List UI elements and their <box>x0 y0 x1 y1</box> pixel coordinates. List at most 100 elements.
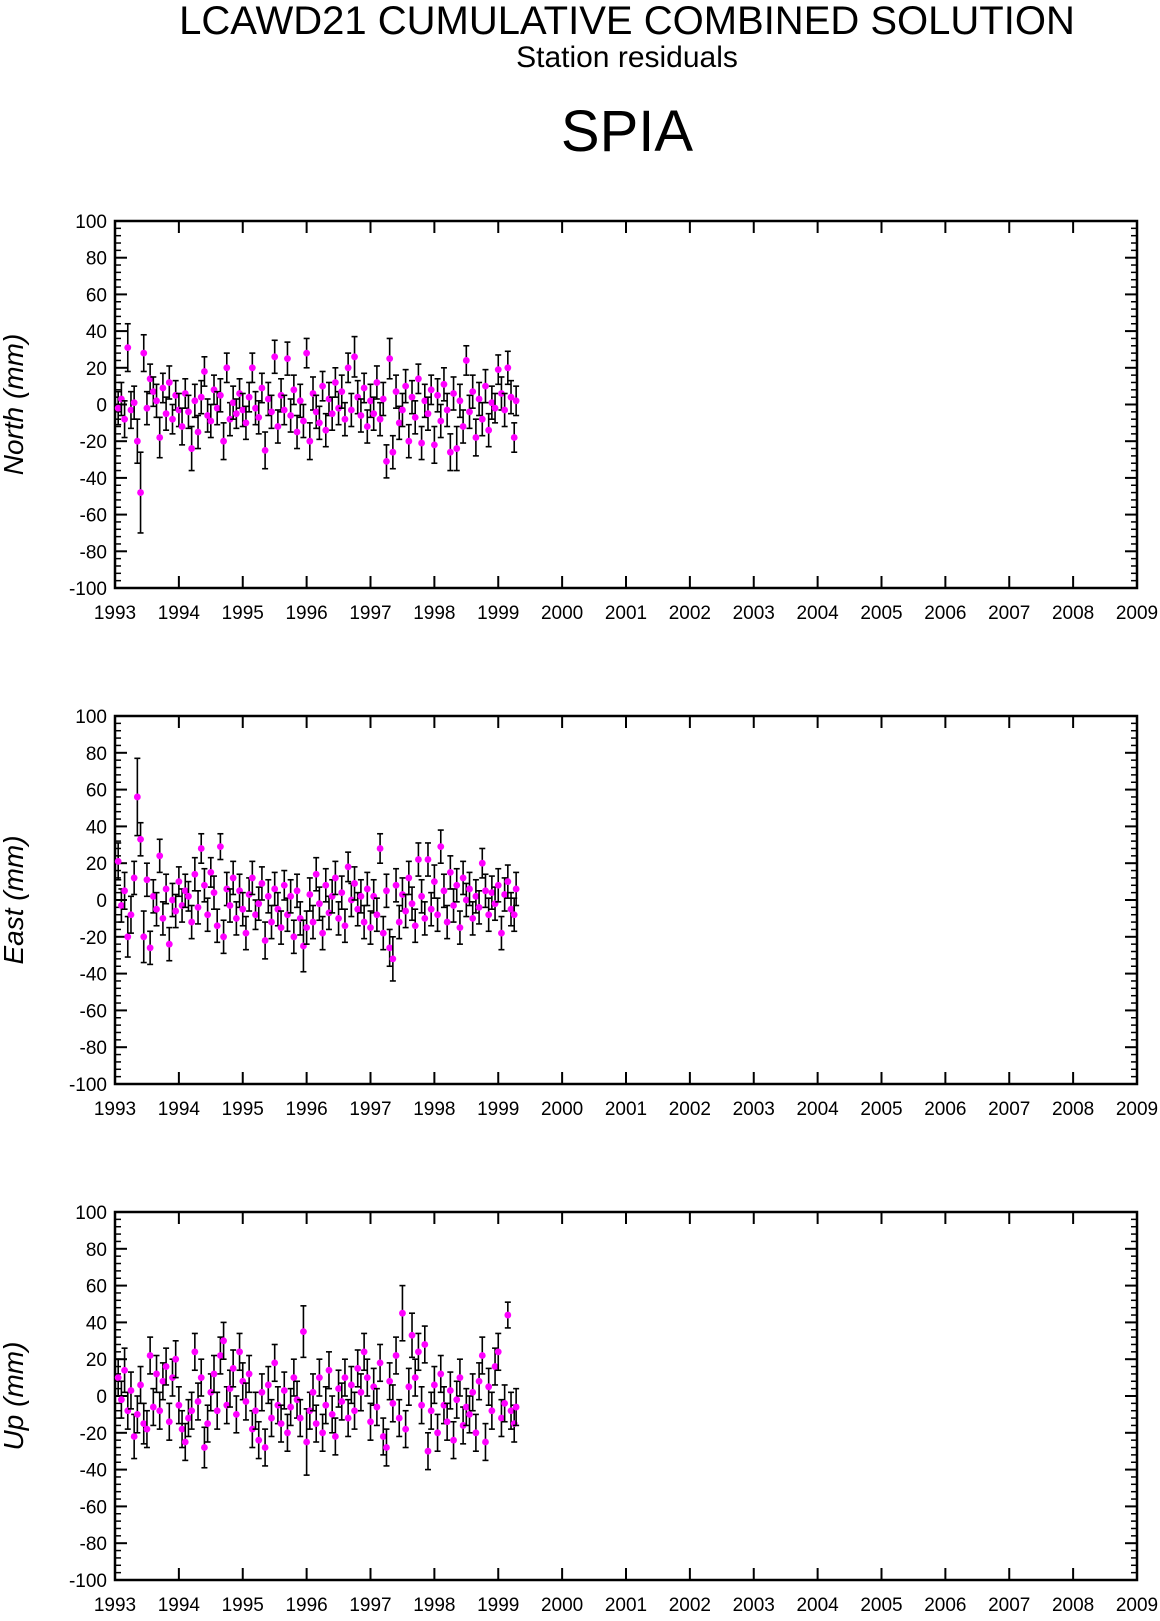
point-marker <box>133 437 141 445</box>
data-point <box>430 425 438 465</box>
x-tick-label: 1999 <box>477 1099 519 1120</box>
data-point <box>284 897 291 933</box>
point-marker <box>274 423 282 430</box>
data-point <box>133 1395 141 1434</box>
point-marker <box>389 955 397 963</box>
point-marker <box>453 1396 461 1404</box>
point-marker <box>443 406 451 414</box>
data-point <box>261 1428 269 1467</box>
data-point <box>236 378 243 409</box>
data-point <box>191 1332 199 1372</box>
data-point <box>293 414 301 450</box>
data-point <box>370 396 378 431</box>
data-point <box>482 368 489 404</box>
data-point <box>478 1336 486 1375</box>
x-tick-label: 1999 <box>477 1595 519 1616</box>
y-tick-label: 0 <box>96 396 107 417</box>
point-marker <box>415 856 422 863</box>
point-marker <box>191 1348 199 1356</box>
point-marker <box>402 907 410 915</box>
data-point <box>133 757 141 837</box>
x-tick-label: 2009 <box>1116 1595 1158 1616</box>
point-marker <box>472 434 480 441</box>
data-point <box>373 897 381 933</box>
data-point <box>121 400 128 439</box>
data-point <box>482 1422 489 1462</box>
data-point <box>159 372 167 404</box>
point-marker <box>389 448 397 456</box>
x-tick-label: 2006 <box>924 1099 966 1120</box>
data-point <box>188 425 196 472</box>
point-marker <box>242 1398 250 1405</box>
data-point <box>399 877 406 912</box>
point-marker <box>207 417 215 425</box>
data-point <box>357 1373 365 1412</box>
x-tick-label: 1995 <box>222 1099 264 1120</box>
data-point <box>512 1387 520 1427</box>
point-marker <box>300 417 307 425</box>
data-point <box>354 891 362 927</box>
data-point <box>344 352 352 384</box>
point-marker <box>165 1418 173 1426</box>
point-marker <box>124 344 132 352</box>
point-marker <box>450 902 457 909</box>
data-point <box>258 372 266 404</box>
point-marker <box>491 1363 499 1370</box>
data-point <box>427 1391 435 1430</box>
data-point <box>137 1365 144 1405</box>
point-marker <box>143 1425 151 1433</box>
y-axis-label: Up (mm) <box>0 1342 29 1451</box>
data-point <box>306 877 314 912</box>
point-marker <box>475 1377 483 1385</box>
point-marker <box>392 388 400 396</box>
data-point <box>389 1384 397 1423</box>
data-point <box>197 832 205 865</box>
data-point <box>491 1347 499 1386</box>
x-tick-label: 1994 <box>158 1595 201 1616</box>
data-point <box>271 1343 279 1383</box>
data-point <box>418 878 425 914</box>
data-point <box>443 1402 451 1441</box>
data-point <box>300 403 307 439</box>
data-point <box>351 866 358 901</box>
point-marker <box>312 870 320 878</box>
x-tick-label: 2004 <box>796 1099 839 1120</box>
data-point <box>408 379 416 415</box>
data-point <box>424 1432 432 1471</box>
point-marker <box>335 915 342 922</box>
y-tick-label: -60 <box>80 1001 107 1022</box>
point-marker <box>504 364 512 372</box>
data-point <box>411 908 419 944</box>
data-point <box>512 871 520 907</box>
data-point <box>242 1382 250 1421</box>
point-marker <box>277 391 285 399</box>
data-point <box>370 1367 378 1406</box>
point-marker <box>280 1387 288 1394</box>
point-marker <box>293 428 301 436</box>
data-point <box>363 1358 371 1397</box>
point-marker <box>488 1407 496 1415</box>
point-marker <box>197 1374 205 1381</box>
data-point <box>248 860 256 896</box>
point-marker <box>306 891 314 898</box>
point-marker <box>232 410 240 418</box>
data-point <box>178 407 186 446</box>
point-marker <box>453 445 461 452</box>
point-marker <box>156 434 164 441</box>
point-marker <box>124 933 132 941</box>
data-point <box>172 1340 180 1379</box>
point-marker <box>421 915 429 922</box>
data-point <box>373 1387 381 1427</box>
data-point <box>191 856 199 892</box>
point-marker <box>373 379 381 386</box>
point-marker <box>303 349 311 357</box>
point-marker <box>137 835 144 843</box>
point-marker <box>290 1374 298 1381</box>
point-marker <box>162 1363 170 1370</box>
data-point <box>210 1354 218 1394</box>
data-point <box>232 1395 240 1434</box>
y-tick-label: -100 <box>69 579 107 600</box>
y-tick-label: 20 <box>86 1350 107 1371</box>
data-point <box>306 422 314 461</box>
point-marker <box>418 439 425 447</box>
